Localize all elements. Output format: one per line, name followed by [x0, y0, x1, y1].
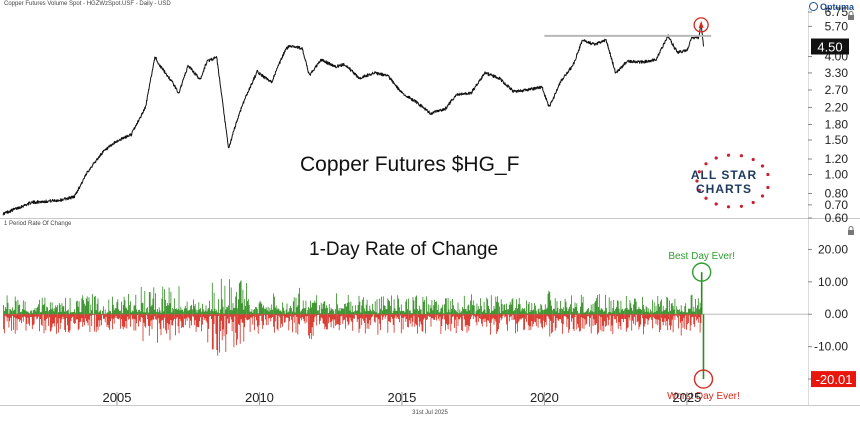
price-y-tick-label: 1.50	[825, 133, 849, 147]
x-tick-label: 2025	[672, 390, 701, 405]
roc-y-tick-label: -10.00	[814, 340, 848, 354]
logo-star-dot	[704, 162, 708, 166]
price-y-tick-label: 2.20	[825, 100, 849, 114]
logo-star-dot	[726, 153, 731, 157]
price-last-value-badge	[811, 38, 849, 55]
roc-lock-icon-body	[848, 230, 854, 235]
logo-star-dot	[704, 196, 708, 200]
worst-day-circle	[693, 369, 714, 389]
price-y-tick-label: 2.70	[825, 83, 849, 97]
roc-y-tick-label: 10.00	[818, 275, 848, 289]
price-y-tick-label: 1.00	[825, 168, 849, 182]
price-y-tick-label: 1.80	[825, 117, 849, 131]
roc-lock-icon	[848, 226, 854, 235]
logo-star-dot	[751, 200, 755, 205]
optuma-brand-label: Optuma	[819, 2, 854, 12]
logo-star-dot	[697, 188, 701, 192]
lower-panel-caption: 1 Period Rate Of Change	[4, 221, 72, 227]
roc-lock-icon-shackle	[848, 226, 854, 230]
price-y-tick-label: 0.80	[825, 187, 849, 201]
logo-star-dot	[760, 164, 765, 168]
price-y-tick-label: 0.70	[825, 198, 849, 212]
logo-star-dot	[714, 156, 718, 160]
price-chart-title: Copper Futures $HG_F	[300, 153, 519, 176]
worst-day-label: Worst Day Ever!	[667, 391, 740, 402]
price-y-tick-label: 1.20	[825, 152, 849, 166]
price-lock-icon-shackle	[848, 11, 854, 15]
logo-star-dot	[751, 157, 755, 162]
roc-y-tick-label: 0.00	[825, 307, 849, 321]
logo-text-line2: CHARTS	[696, 182, 752, 196]
price-y-tick-label: 0.60	[825, 211, 849, 225]
price-last-value-label: 4.50	[817, 40, 842, 55]
roc-last-value-label: -20.01	[816, 372, 853, 387]
optuma-brand: Optuma	[808, 2, 854, 12]
logo-star-dot	[697, 170, 701, 174]
price-lock-icon	[848, 11, 854, 20]
price-lock-icon-body	[848, 15, 854, 20]
x-tick-label: 2005	[103, 390, 132, 405]
roc-gain-bars	[3, 278, 702, 315]
roc-chart-title: 1-Day Rate of Change	[309, 239, 498, 260]
logo-star-dot	[739, 154, 744, 158]
logo-star-dot	[766, 185, 770, 190]
logo-star-dot	[766, 172, 770, 177]
roc-loss-bars	[3, 314, 702, 356]
best-day-circle	[691, 262, 712, 282]
x-tick-label: 2010	[245, 390, 274, 405]
price-line	[2, 25, 704, 216]
price-y-tick-label: 3.30	[825, 66, 849, 80]
date-stamp: 31st Jul 2025	[412, 410, 448, 416]
x-tick-label: 2015	[387, 390, 416, 405]
roc-last-value-badge	[811, 371, 856, 388]
logo-star-dot	[760, 194, 765, 198]
logo-star-dot	[714, 202, 718, 206]
price-y-tick-label: 6.75	[825, 5, 849, 19]
roc-y-tick-label: 20.00	[818, 242, 848, 256]
logo-star-dot	[695, 179, 699, 183]
logo-star-dot	[726, 205, 731, 209]
optuma-logo-icon	[808, 2, 818, 11]
x-tick-label: 2020	[530, 390, 559, 405]
logo-star-dot	[739, 204, 744, 208]
price-high-circle	[693, 17, 709, 33]
logo-text-line1: ALL STAR	[691, 168, 757, 182]
best-day-label: Best Day Ever!	[668, 251, 735, 262]
price-y-tick-label: 5.70	[825, 19, 849, 33]
upper-panel-caption: Copper Futures Volume Spot - HGZWzSpot.U…	[4, 1, 171, 7]
price-high-marker	[698, 20, 704, 28]
